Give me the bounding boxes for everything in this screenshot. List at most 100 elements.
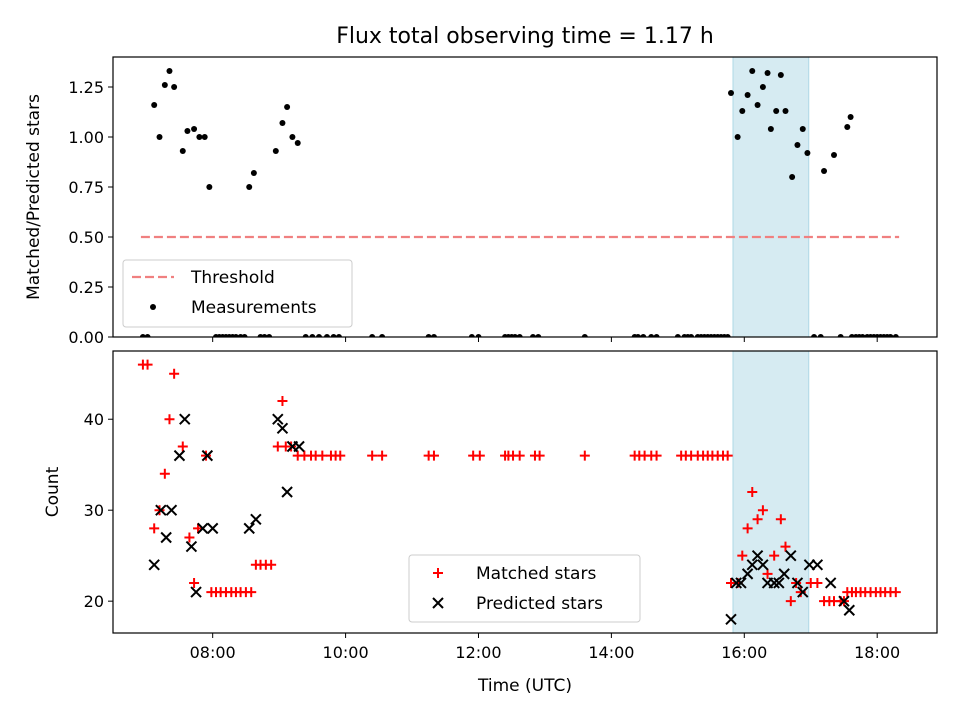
measurement-point — [201, 134, 208, 140]
predicted-point — [173, 449, 186, 462]
x-tick-label: 08:00 — [190, 643, 236, 662]
bottom-axes-frame — [112, 350, 938, 634]
measurement-point — [821, 168, 828, 174]
measurement-point — [764, 70, 771, 76]
measurement-point — [804, 150, 811, 156]
measurement-point — [294, 140, 301, 146]
y-tick-label: 1.25 — [68, 78, 104, 97]
measurement-point — [250, 170, 257, 176]
measurement-point — [653, 334, 660, 337]
matched-point — [780, 541, 791, 552]
matched-point — [651, 450, 662, 461]
measurement-point — [739, 108, 746, 114]
measurement-point — [754, 102, 761, 108]
measurement-point — [179, 148, 186, 154]
y-tick-label: 1.00 — [68, 128, 104, 147]
predicted-point — [243, 522, 255, 535]
measurement-point — [516, 334, 523, 337]
matched-point — [367, 450, 378, 461]
matched-point — [169, 368, 180, 379]
measurement-point — [634, 334, 641, 337]
predicted-point — [293, 440, 305, 453]
matched-point — [747, 487, 758, 497]
predicted-point — [179, 413, 191, 425]
predicted-point — [185, 540, 198, 553]
measurement-point — [171, 84, 178, 90]
measurement-point — [674, 334, 681, 337]
measurement-point — [892, 334, 899, 337]
measurement-point — [837, 334, 844, 337]
predicted-point — [160, 531, 172, 544]
measurement-point — [744, 92, 751, 98]
y-tick-label: 0.50 — [68, 228, 104, 247]
predicted-point — [725, 613, 737, 626]
matched-point — [335, 450, 346, 461]
predicted-point — [190, 586, 202, 598]
measurement-point — [581, 334, 588, 337]
measurement-point — [196, 134, 203, 140]
measurement-point — [232, 334, 239, 337]
measurement-point — [799, 126, 806, 132]
predicted-point — [735, 577, 747, 589]
predicted-point — [155, 504, 167, 516]
measurement-point — [773, 108, 780, 114]
measurement-point — [330, 334, 337, 337]
measurement-point — [859, 334, 866, 337]
matched-point — [142, 359, 153, 370]
highlight-span — [732, 56, 810, 338]
measurement-point — [156, 134, 163, 140]
legend-frame — [408, 554, 641, 623]
measurement-point — [811, 334, 818, 337]
y-tick-label: 0.25 — [68, 278, 104, 297]
matched-point — [277, 396, 288, 407]
legend: Threshold Measurements — [122, 259, 353, 328]
predicted-point — [276, 422, 289, 435]
measurement-point — [323, 334, 330, 337]
matched-point — [737, 550, 748, 561]
legend: Matched stars Predicted stars — [408, 554, 641, 623]
measurement-point — [794, 142, 801, 148]
top-axes-frame — [112, 56, 938, 338]
y-tick-label: 0.75 — [68, 178, 104, 197]
measurement-point — [289, 134, 296, 140]
measurement-point — [475, 334, 482, 337]
measurement-point — [734, 134, 741, 140]
panel-bottom: 20 30 40 08:00 10:00 12:00 14:00 16:00 18:00 Coun… — [43, 350, 938, 662]
matched-point — [514, 450, 525, 461]
measurement-point — [246, 184, 253, 190]
measurement-point — [139, 334, 146, 337]
predicted-point — [281, 486, 293, 498]
legend-frame — [122, 259, 353, 328]
predicted-point — [206, 522, 219, 535]
x-tick-label: 16:00 — [721, 643, 767, 662]
predicted-point — [773, 577, 785, 589]
measurement-point — [261, 334, 268, 337]
measurement-point — [887, 334, 894, 337]
y-axis-label: Matched/Predicted stars — [24, 94, 44, 300]
matched-point — [742, 523, 753, 534]
y-tick-label: 0.00 — [68, 328, 104, 347]
matched-point — [762, 568, 773, 579]
predicted-point — [741, 568, 754, 580]
measurement-point — [151, 102, 158, 108]
matched-point — [428, 450, 439, 461]
y-axis-label: Count — [43, 466, 63, 517]
measurement-point — [749, 68, 756, 74]
highlight-span — [732, 350, 810, 634]
legend-threshold-label: Threshold — [190, 268, 275, 288]
measurement-point — [831, 152, 837, 158]
matched-point — [149, 523, 160, 534]
matched-point — [177, 441, 188, 452]
predicted-point — [778, 568, 790, 580]
matched-point — [246, 587, 257, 598]
measurement-point — [535, 334, 542, 337]
measurement-point — [847, 114, 854, 120]
measurement-point — [184, 128, 191, 134]
measurement-point — [191, 126, 198, 132]
x-tick-label: 12:00 — [455, 643, 501, 662]
measurement-point — [302, 334, 309, 337]
measurement-point — [468, 334, 475, 337]
measurement-point — [166, 68, 173, 74]
predicted-point — [757, 559, 769, 571]
